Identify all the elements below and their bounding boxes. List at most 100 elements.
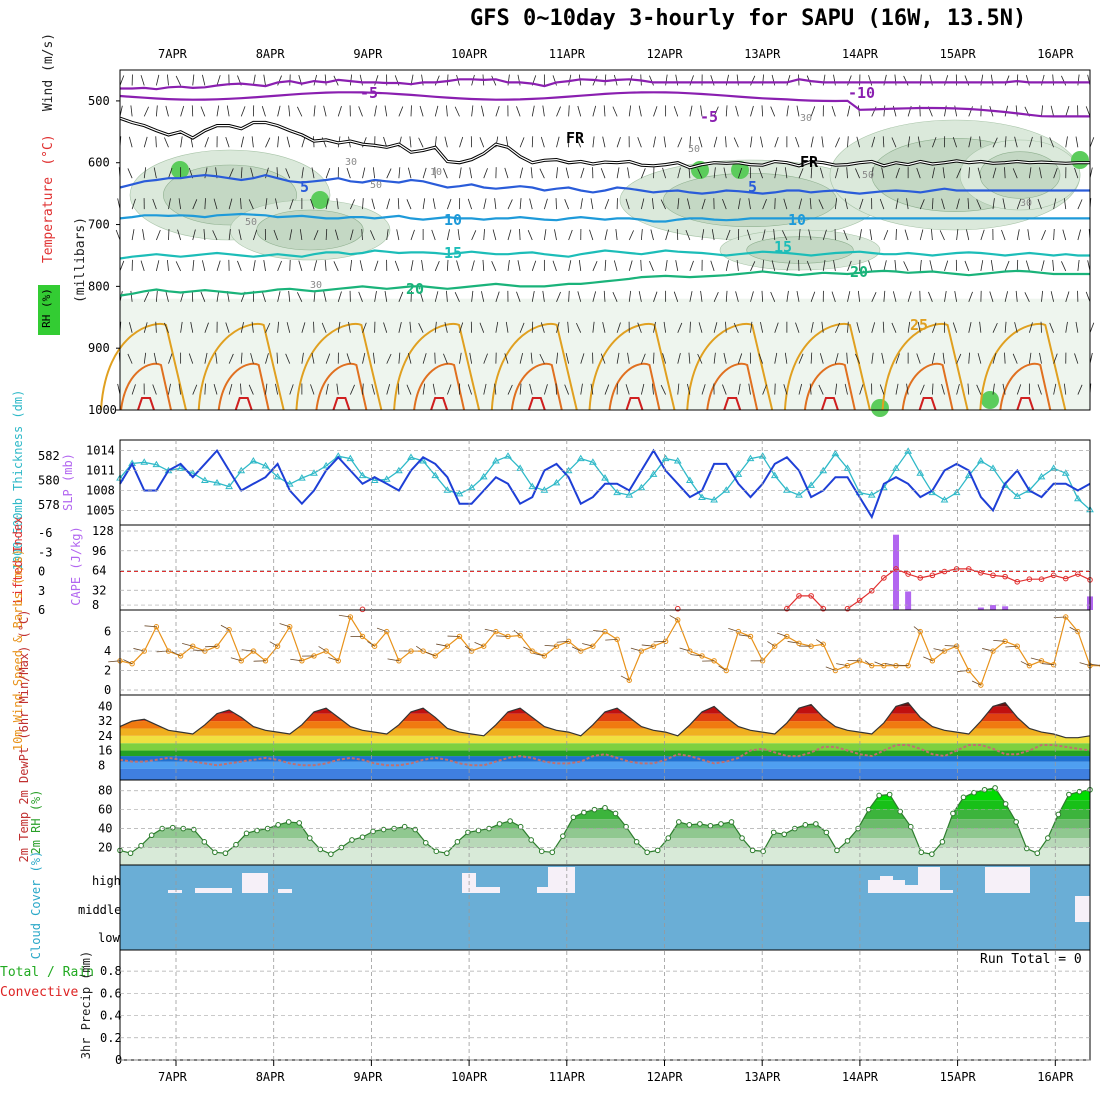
thickness-point bbox=[892, 464, 900, 471]
wind-barb bbox=[590, 198, 594, 210]
wind-barb bbox=[992, 198, 995, 210]
wind-barb bbox=[297, 292, 303, 302]
wind-barb bbox=[810, 321, 814, 333]
wind-barb bbox=[879, 384, 885, 395]
wind-barb bbox=[386, 229, 389, 241]
wind10-speed-point bbox=[274, 643, 281, 649]
wind-barb bbox=[301, 167, 304, 179]
wind-barb bbox=[313, 105, 316, 117]
lifted-index-point bbox=[953, 566, 960, 572]
wind10-barb bbox=[1053, 616, 1066, 619]
wind-barb bbox=[1027, 229, 1030, 241]
wind-barb bbox=[737, 167, 743, 179]
thickness-point bbox=[855, 488, 864, 496]
wind-barb bbox=[143, 167, 147, 179]
wind-barb bbox=[263, 74, 266, 86]
wind-barb bbox=[1004, 352, 1006, 364]
rh-contour-blob-inner bbox=[746, 236, 854, 264]
rh2m-point bbox=[454, 839, 461, 845]
x-tick-label-bottom: 13APR bbox=[744, 1070, 781, 1084]
wind-barb bbox=[495, 321, 499, 333]
wind-barb bbox=[1077, 384, 1083, 395]
wind-barb bbox=[383, 322, 388, 333]
rh2m-point bbox=[380, 826, 387, 833]
y-tick-label-li: -3 bbox=[38, 545, 52, 559]
wind-barb bbox=[616, 322, 621, 333]
wind-barb bbox=[362, 167, 366, 179]
wind-barb bbox=[418, 323, 424, 333]
wind-barb bbox=[1015, 105, 1018, 117]
wind10-barb bbox=[496, 635, 509, 637]
wind-barb bbox=[507, 229, 512, 241]
wind10-barb bbox=[1020, 661, 1030, 667]
y-tick-label-pressure: 600 bbox=[88, 156, 110, 170]
isotherm-25-cell bbox=[881, 323, 969, 411]
wind-barb bbox=[383, 136, 388, 148]
wind-barb bbox=[879, 198, 885, 210]
wind-barb bbox=[762, 199, 767, 210]
wind-barb bbox=[336, 383, 339, 395]
thickness-point bbox=[310, 469, 318, 476]
wind-barb bbox=[434, 260, 440, 272]
rh2m-point bbox=[728, 819, 735, 825]
wind-barb bbox=[228, 353, 234, 364]
wind-barb bbox=[398, 322, 402, 333]
wind-barb bbox=[372, 352, 376, 364]
y-tick-label-li: 3 bbox=[38, 584, 45, 598]
wind-barb bbox=[662, 167, 667, 179]
wind-barb bbox=[810, 352, 813, 364]
wind-barb bbox=[358, 291, 363, 302]
wind-barb bbox=[627, 352, 630, 364]
thickness-point bbox=[685, 476, 694, 483]
wind-barb bbox=[1062, 229, 1067, 241]
temp-band bbox=[120, 702, 1090, 707]
cape-bar bbox=[905, 591, 912, 610]
wind-barb bbox=[907, 321, 911, 333]
wind10-speed-point bbox=[1026, 662, 1033, 669]
wind-barb bbox=[750, 136, 753, 148]
wind-barb bbox=[748, 198, 751, 210]
rh2m-point bbox=[328, 851, 334, 857]
wind-barb bbox=[325, 229, 328, 241]
wind-barb bbox=[916, 167, 921, 179]
wind-barb bbox=[398, 291, 404, 302]
wind-barb bbox=[325, 353, 331, 364]
wind-barb bbox=[665, 229, 670, 241]
isotherm-30-cell bbox=[315, 362, 368, 411]
rh2m-point bbox=[665, 835, 672, 841]
wind-barb bbox=[895, 383, 899, 395]
wind-barb bbox=[362, 383, 364, 395]
wind-barb bbox=[204, 137, 209, 148]
wind-barb bbox=[906, 383, 909, 395]
wind-barb bbox=[531, 260, 537, 272]
wind-barb bbox=[774, 352, 778, 364]
y-tick-label-thickness: 582 bbox=[38, 449, 60, 463]
wind-barb bbox=[710, 260, 715, 272]
wind-barb bbox=[1024, 292, 1030, 302]
rh-contour-label: 50 bbox=[245, 217, 257, 228]
x-tick-label-top: 12APR bbox=[647, 47, 684, 61]
wind-barb bbox=[349, 229, 354, 241]
wind-barb bbox=[580, 167, 585, 179]
wind-barb bbox=[649, 260, 654, 272]
wind-barb bbox=[1004, 321, 1007, 333]
wind-barb bbox=[844, 383, 848, 395]
wind-barb bbox=[1041, 105, 1043, 117]
wind-barb bbox=[325, 167, 331, 179]
wind-barb bbox=[725, 321, 727, 333]
panel-frame-pr bbox=[119, 949, 1091, 1061]
wind-barb bbox=[155, 136, 157, 148]
lifted-index-point bbox=[359, 606, 366, 613]
lifted-index-point bbox=[893, 566, 899, 572]
wind-barb bbox=[1004, 136, 1007, 148]
wind-barb bbox=[1065, 105, 1070, 117]
wind-barb bbox=[941, 198, 945, 210]
wind10-barb bbox=[144, 625, 157, 628]
wind-barb bbox=[980, 260, 984, 271]
wind10-barb bbox=[582, 643, 593, 647]
wind-barb bbox=[834, 353, 839, 364]
wind-barb bbox=[992, 383, 995, 395]
wind10-barb bbox=[1079, 662, 1091, 667]
wind-barb bbox=[228, 383, 233, 395]
x-tick-label-top: 13APR bbox=[744, 47, 781, 61]
